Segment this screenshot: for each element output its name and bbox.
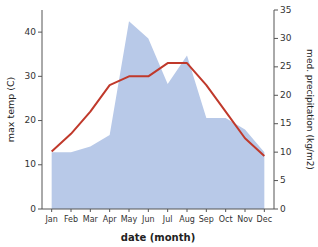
x-tick-label: Mar [83, 215, 99, 224]
x-axis-line [42, 209, 274, 210]
x-tick-label: Oct [219, 215, 233, 224]
y2-axis-line [274, 10, 275, 209]
y-tick [38, 164, 42, 165]
x-tick [187, 209, 188, 212]
x-tick-label: Feb [64, 215, 78, 224]
y-tick-label: 10 [25, 159, 37, 169]
x-tick [225, 209, 226, 212]
x-tick [129, 209, 130, 212]
x-tick [90, 209, 91, 212]
y2-tick [274, 10, 278, 11]
y2-tick [274, 95, 278, 96]
x-tick-label: Jan [44, 215, 57, 224]
x-tick-label: Dec [257, 215, 272, 224]
x-tick-label: Nov [237, 215, 253, 224]
y2-tick-label: 25 [280, 61, 291, 71]
y2-tick [274, 209, 278, 210]
y-tick [38, 120, 42, 121]
x-tick [245, 209, 246, 212]
x-tick-label: Apr [103, 215, 118, 224]
plot-area [52, 21, 265, 209]
x-tick [71, 209, 72, 212]
area [52, 21, 265, 209]
y-tick [38, 209, 42, 210]
chart: 01020304005101520253035JanFebMarAprMayJu… [0, 0, 318, 247]
y2-tick [274, 38, 278, 39]
y-tick-label: 0 [30, 204, 36, 214]
y2-tick [274, 152, 278, 153]
y-tick [38, 32, 42, 33]
y2-tick-label: 20 [280, 90, 292, 100]
y2-tick [274, 66, 278, 67]
y-axis-line [42, 10, 43, 209]
y2-tick-label: 15 [280, 118, 291, 128]
y-axis-label: max temp (C) [5, 77, 16, 143]
x-tick-label: Aug [179, 215, 195, 224]
y2-tick [274, 180, 278, 181]
line [52, 63, 265, 156]
y2-axis-label: med. precipitation (kg/m2) [305, 49, 315, 170]
y-tick-label: 30 [25, 71, 37, 81]
x-tick [148, 209, 149, 212]
x-tick [51, 209, 52, 212]
y2-tick-label: 5 [280, 175, 286, 185]
x-axis-label: date (month) [121, 232, 195, 243]
y2-tick-label: 35 [280, 5, 291, 15]
x-tick-label: Jun [141, 215, 155, 224]
x-tick [264, 209, 265, 212]
x-tick-label: Sep [199, 215, 214, 224]
y2-tick [274, 123, 278, 124]
x-tick [109, 209, 110, 212]
y2-tick-label: 10 [280, 147, 292, 157]
y-tick [38, 76, 42, 77]
x-tick-label: May [121, 215, 138, 224]
x-tick [206, 209, 207, 212]
y2-tick-label: 0 [280, 204, 286, 214]
y-tick-label: 40 [25, 27, 37, 37]
y2-tick-label: 30 [280, 33, 292, 43]
x-tick-label: Jul [162, 215, 173, 224]
y-tick-label: 20 [25, 115, 37, 125]
x-tick [167, 209, 168, 212]
